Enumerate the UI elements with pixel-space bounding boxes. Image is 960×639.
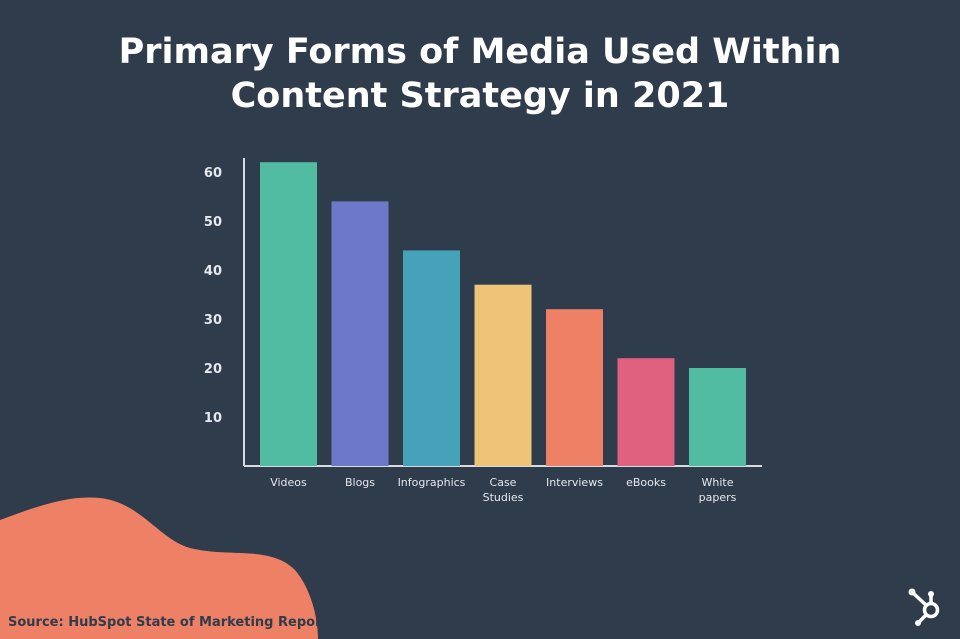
x-tick-label: Case Studies <box>483 476 524 504</box>
x-tick-label: eBooks <box>626 476 666 489</box>
bar-case-studies <box>474 284 532 466</box>
x-tick-label: Interviews <box>546 476 603 489</box>
x-tick-label: Videos <box>270 476 307 489</box>
chart-title: Primary Forms of Media Used Within Conte… <box>0 30 960 118</box>
y-tick-label: 20 <box>204 362 222 377</box>
bar-white-papers <box>689 368 746 466</box>
x-tick-label: White papers <box>699 476 737 504</box>
y-tick-label: 10 <box>204 411 222 426</box>
title-line: Content Strategy in 2021 <box>230 76 730 116</box>
source-note: Source: HubSpot State of Marketing Repor… <box>8 615 374 630</box>
x-tick-label: Blogs <box>345 476 375 489</box>
x-tick-label: Infographics <box>398 476 466 489</box>
y-tick-label: 60 <box>204 166 222 181</box>
bar-blogs <box>331 201 389 466</box>
y-tick-label: 30 <box>204 313 222 328</box>
y-tick-label: 50 <box>204 215 222 230</box>
y-tick-label: 40 <box>204 264 222 279</box>
bar-infographics <box>403 250 460 466</box>
bar-ebooks <box>617 358 675 466</box>
title-line: Primary Forms of Media Used Within <box>118 32 842 72</box>
bar-interviews <box>546 309 603 466</box>
bar-videos <box>260 162 317 466</box>
hubspot-sprocket-icon <box>908 588 940 626</box>
